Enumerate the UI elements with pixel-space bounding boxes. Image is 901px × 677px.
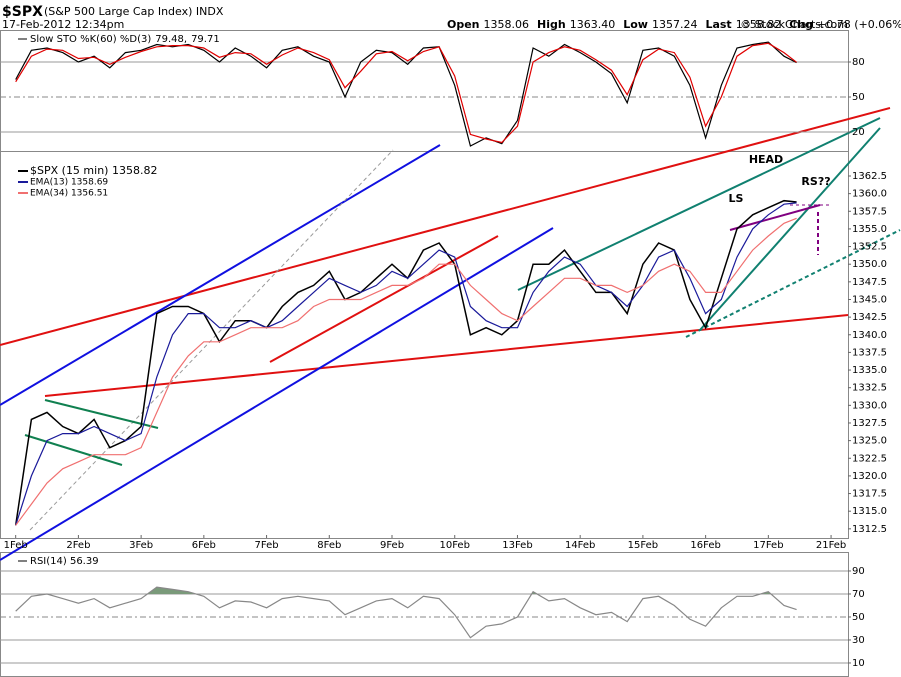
- y-tick-label: 1345.0: [852, 294, 887, 305]
- annotation: HEAD: [749, 153, 783, 166]
- y-tick-label: 1332.5: [852, 383, 887, 394]
- y-tick-label: 1330.0: [852, 400, 887, 411]
- y-tick-label: 1312.5: [852, 524, 887, 535]
- series-line: [15, 586, 797, 639]
- index-name: (S&P 500 Large Cap Index) INDX: [44, 5, 224, 18]
- date: 17-Feb-2012 12:34pm: [2, 18, 124, 31]
- panel-title: Slow STO %K(60) %D(3): [30, 34, 151, 45]
- rsi-fill: [15, 587, 797, 594]
- y-tick-label: 10: [852, 658, 865, 669]
- x-tick-label: 8Feb: [317, 540, 341, 551]
- y-tick-label: 1347.5: [852, 277, 887, 288]
- series-line: [15, 202, 797, 526]
- y-tick-label: 90: [852, 566, 865, 577]
- series-line: [15, 42, 797, 144]
- trendline: [24, 434, 123, 466]
- x-tick-label: 9Feb: [380, 540, 404, 551]
- credit: © StockCharts.com: [740, 18, 848, 31]
- legend-value: 79.71: [191, 34, 220, 45]
- y-tick-label: 1322.5: [852, 453, 887, 464]
- x-tick-label: 1Feb: [4, 540, 28, 551]
- x-tick-label: 21Feb: [816, 540, 846, 551]
- symbol: $SPX: [2, 4, 43, 20]
- trendlines: [0, 107, 901, 561]
- trendline: [685, 229, 901, 338]
- x-tick-label: 13Feb: [502, 540, 532, 551]
- trendline: [0, 227, 554, 561]
- y-tick-label: 1327.5: [852, 418, 887, 429]
- y-tick-label: 30: [852, 635, 865, 646]
- y-tick-label: 20: [852, 127, 865, 138]
- x-tick-label: 10Feb: [440, 540, 470, 551]
- trendline: [729, 204, 821, 231]
- y-tick-label: 50: [852, 612, 865, 623]
- quote-label: Open: [447, 18, 480, 31]
- legend-value: 79.48,: [155, 34, 187, 45]
- x-tick-label: 2Feb: [66, 540, 90, 551]
- y-tick-label: 1362.5: [852, 171, 887, 182]
- y-tick-label: 1340.0: [852, 330, 887, 341]
- trendline: [699, 127, 881, 331]
- y-tick-label: 50: [852, 92, 865, 103]
- series-line: [15, 41, 797, 147]
- y-tick-label: 1320.0: [852, 471, 887, 482]
- y-tick-label: 1335.0: [852, 365, 887, 376]
- quote-label: Last: [705, 18, 731, 31]
- x-tick-label: 14Feb: [565, 540, 595, 551]
- trendline: [0, 144, 441, 406]
- trendline: [44, 314, 849, 397]
- y-tick-label: 70: [852, 589, 865, 600]
- quote-label: High: [537, 18, 566, 31]
- y-tick-label: 1352.5: [852, 242, 887, 253]
- y-tick-label: 1342.5: [852, 312, 887, 323]
- trendline: [517, 117, 881, 291]
- y-tick-label: 1317.5: [852, 489, 887, 500]
- y-tick-label: 80: [852, 57, 865, 68]
- y-tick-label: 1350.0: [852, 259, 887, 270]
- y-tick-label: 1315.0: [852, 506, 887, 517]
- panel-title: RSI(14) 56.39: [30, 556, 99, 567]
- y-tick-label: 1355.0: [852, 224, 887, 235]
- trendline: [29, 149, 394, 531]
- y-tick-label: 1325.0: [852, 436, 887, 447]
- quote-label: Low: [623, 18, 648, 31]
- y-tick-label: 1360.0: [852, 189, 887, 200]
- quote-value: +0.78 (+0.06%): [817, 18, 901, 31]
- series-line: [15, 217, 797, 526]
- trendline: [44, 399, 159, 429]
- quote-value: 1363.40: [570, 18, 616, 31]
- quote-value: 1358.82: [736, 18, 782, 31]
- x-tick-label: 15Feb: [628, 540, 658, 551]
- legend-label: EMA(34) 1356.51: [30, 189, 108, 199]
- trendline: [269, 235, 499, 363]
- x-tick-label: 6Feb: [192, 540, 216, 551]
- legend-label: $SPX (15 min) 1358.82: [30, 164, 157, 177]
- x-tick-label: 16Feb: [690, 540, 720, 551]
- legend-label: EMA(13) 1358.69: [30, 178, 108, 188]
- annotation: RS??: [801, 175, 830, 188]
- x-tick-label: 17Feb: [753, 540, 783, 551]
- quote-value: 1358.06: [484, 18, 530, 31]
- y-tick-label: 1337.5: [852, 347, 887, 358]
- trendline: [0, 107, 891, 346]
- x-tick-label: 7Feb: [255, 540, 279, 551]
- quote-label: Chg: [789, 18, 813, 31]
- x-tick-label: 3Feb: [129, 540, 153, 551]
- quote-value: 1357.24: [652, 18, 698, 31]
- annotation: LS: [729, 192, 744, 205]
- y-tick-label: 1357.5: [852, 206, 887, 217]
